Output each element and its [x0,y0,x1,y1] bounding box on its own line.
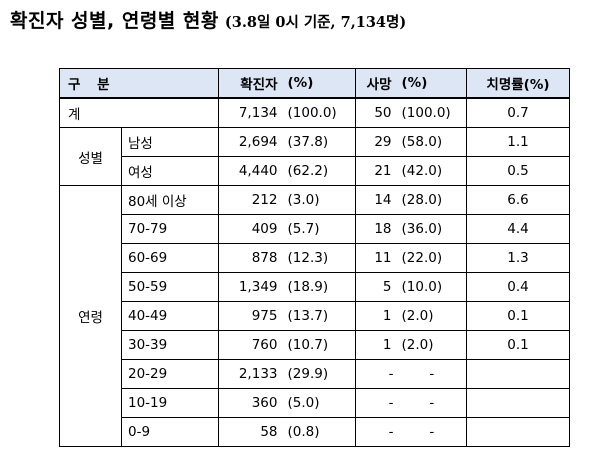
death-count: 29 [355,127,398,157]
row-label: 남성 [121,127,219,157]
fatality-rate: 0.1 [466,330,570,360]
fatality-rate: 6.6 [466,185,570,215]
death-pct: (58.0) [397,127,467,157]
death-count: 14 [355,185,398,215]
table-row: 70-79 409 (5.7) 18 (36.0) 4.4 [60,214,570,244]
gender-group-label: 성별 [59,127,122,186]
death-pct: (36.0) [397,214,467,244]
death-pct: - [397,417,467,447]
fatality-rate: 4.4 [466,214,570,244]
confirmed-pct: (10.7) [283,330,356,360]
row-label: 0-9 [121,417,219,447]
header-deaths-pct: (%) [397,68,467,99]
table-row: 0-9 58 (0.8) - - [60,417,570,447]
confirmed-count: 760 [218,330,284,360]
table-row: 20-29 2,133 (29.9) - - [60,359,570,389]
death-count: 18 [355,214,398,244]
confirmed-pct: (62.2) [283,156,356,186]
fatality-rate [466,359,570,389]
table-row: 50-59 1,349 (18.9) 5 (10.0) 0.4 [60,272,570,302]
table-row: 30-39 760 (10.7) 1 (2.0) 0.1 [60,330,570,360]
header-confirmed-pct: (%) [283,68,356,99]
header-category: 구 분 [59,68,219,99]
table-row: 성별 남성 2,694 (37.8) 29 (58.0) 1.1 [59,127,570,186]
total-confirmed-pct: (100.0) [283,97,356,128]
fatality-rate [466,417,570,447]
header-row: 구 분 확진자 (%) 사망 (%) 치명률(%) [59,68,570,99]
confirmed-count: 2,133 [218,359,284,389]
total-deaths: 50 [355,97,398,128]
death-count: - [355,359,398,389]
confirmed-pct: (3.0) [283,185,356,215]
row-label: 70-79 [121,214,219,244]
total-label: 계 [59,97,219,128]
status-table: 구 분 확진자 (%) 사망 (%) 치명률(%) 계 7,134 (100.0… [59,68,570,447]
death-pct: (42.0) [397,156,467,186]
confirmed-pct: (18.9) [283,272,356,302]
confirmed-pct: (37.8) [283,127,356,157]
confirmed-count: 878 [218,243,284,273]
table-row: 여성 4,440 (62.2) 21 (42.0) 0.5 [60,156,570,186]
row-label: 80세 이상 [121,185,219,215]
confirmed-count: 4,440 [218,156,284,186]
confirmed-count: 360 [218,388,284,418]
death-pct: - [397,359,467,389]
death-pct: (22.0) [397,243,467,273]
table-row: 60-69 878 (12.3) 11 (22.0) 1.3 [60,243,570,273]
table-row: 10-19 360 (5.0) - - [60,388,570,418]
death-count: 5 [355,272,398,302]
death-pct: (28.0) [397,185,467,215]
row-label: 50-59 [121,272,219,302]
row-label: 여성 [121,156,219,186]
confirmed-count: 1,349 [218,272,284,302]
row-label: 30-39 [121,330,219,360]
confirmed-pct: (5.7) [283,214,356,244]
death-count: 11 [355,243,398,273]
death-count: - [355,388,398,418]
death-pct: (2.0) [397,301,467,331]
total-fatality: 0.7 [466,97,570,128]
confirmed-pct: (29.9) [283,359,356,389]
confirmed-pct: (13.7) [283,301,356,331]
table-row: 40-49 975 (13.7) 1 (2.0) 0.1 [60,301,570,331]
header-deaths: 사망 [355,68,398,99]
fatality-rate [466,388,570,418]
row-label: 40-49 [121,301,219,331]
total-deaths-pct: (100.0) [397,97,467,128]
confirmed-count: 2,694 [218,127,284,157]
death-count: 1 [355,330,398,360]
confirmed-pct: (0.8) [283,417,356,447]
document-title: 확진자 성별, 연령별 현황 (3.8일 0시 기준, 7,134명) [10,6,406,33]
header-confirmed: 확진자 [218,68,284,99]
table-row: 연령 80세 이상 212 (3.0) 14 (28.0) 6.6 [59,185,570,447]
death-count: 21 [355,156,398,186]
fatality-rate: 0.5 [466,156,570,186]
death-count: - [355,417,398,447]
confirmed-count: 409 [218,214,284,244]
total-row: 계 7,134 (100.0) 50 (100.0) 0.7 [59,97,570,128]
row-label: 60-69 [121,243,219,273]
fatality-rate: 0.4 [466,272,570,302]
title-subtitle: (3.8일 0시 기준, 7,134명) [224,14,407,31]
confirmed-count: 212 [218,185,284,215]
row-label: 20-29 [121,359,219,389]
fatality-rate: 0.1 [466,301,570,331]
death-pct: - [397,388,467,418]
row-label: 10-19 [121,388,219,418]
title-main: 확진자 성별, 연령별 현황 [10,10,219,32]
death-count: 1 [355,301,398,331]
fatality-rate: 1.3 [466,243,570,273]
header-fatality: 치명률(%) [466,68,570,99]
age-group-label: 연령 [59,185,122,447]
fatality-rate: 1.1 [466,127,570,157]
confirmed-pct: (12.3) [283,243,356,273]
confirmed-count: 975 [218,301,284,331]
confirmed-count: 58 [218,417,284,447]
death-pct: (2.0) [397,330,467,360]
confirmed-pct: (5.0) [283,388,356,418]
death-pct: (10.0) [397,272,467,302]
total-confirmed: 7,134 [218,97,284,128]
